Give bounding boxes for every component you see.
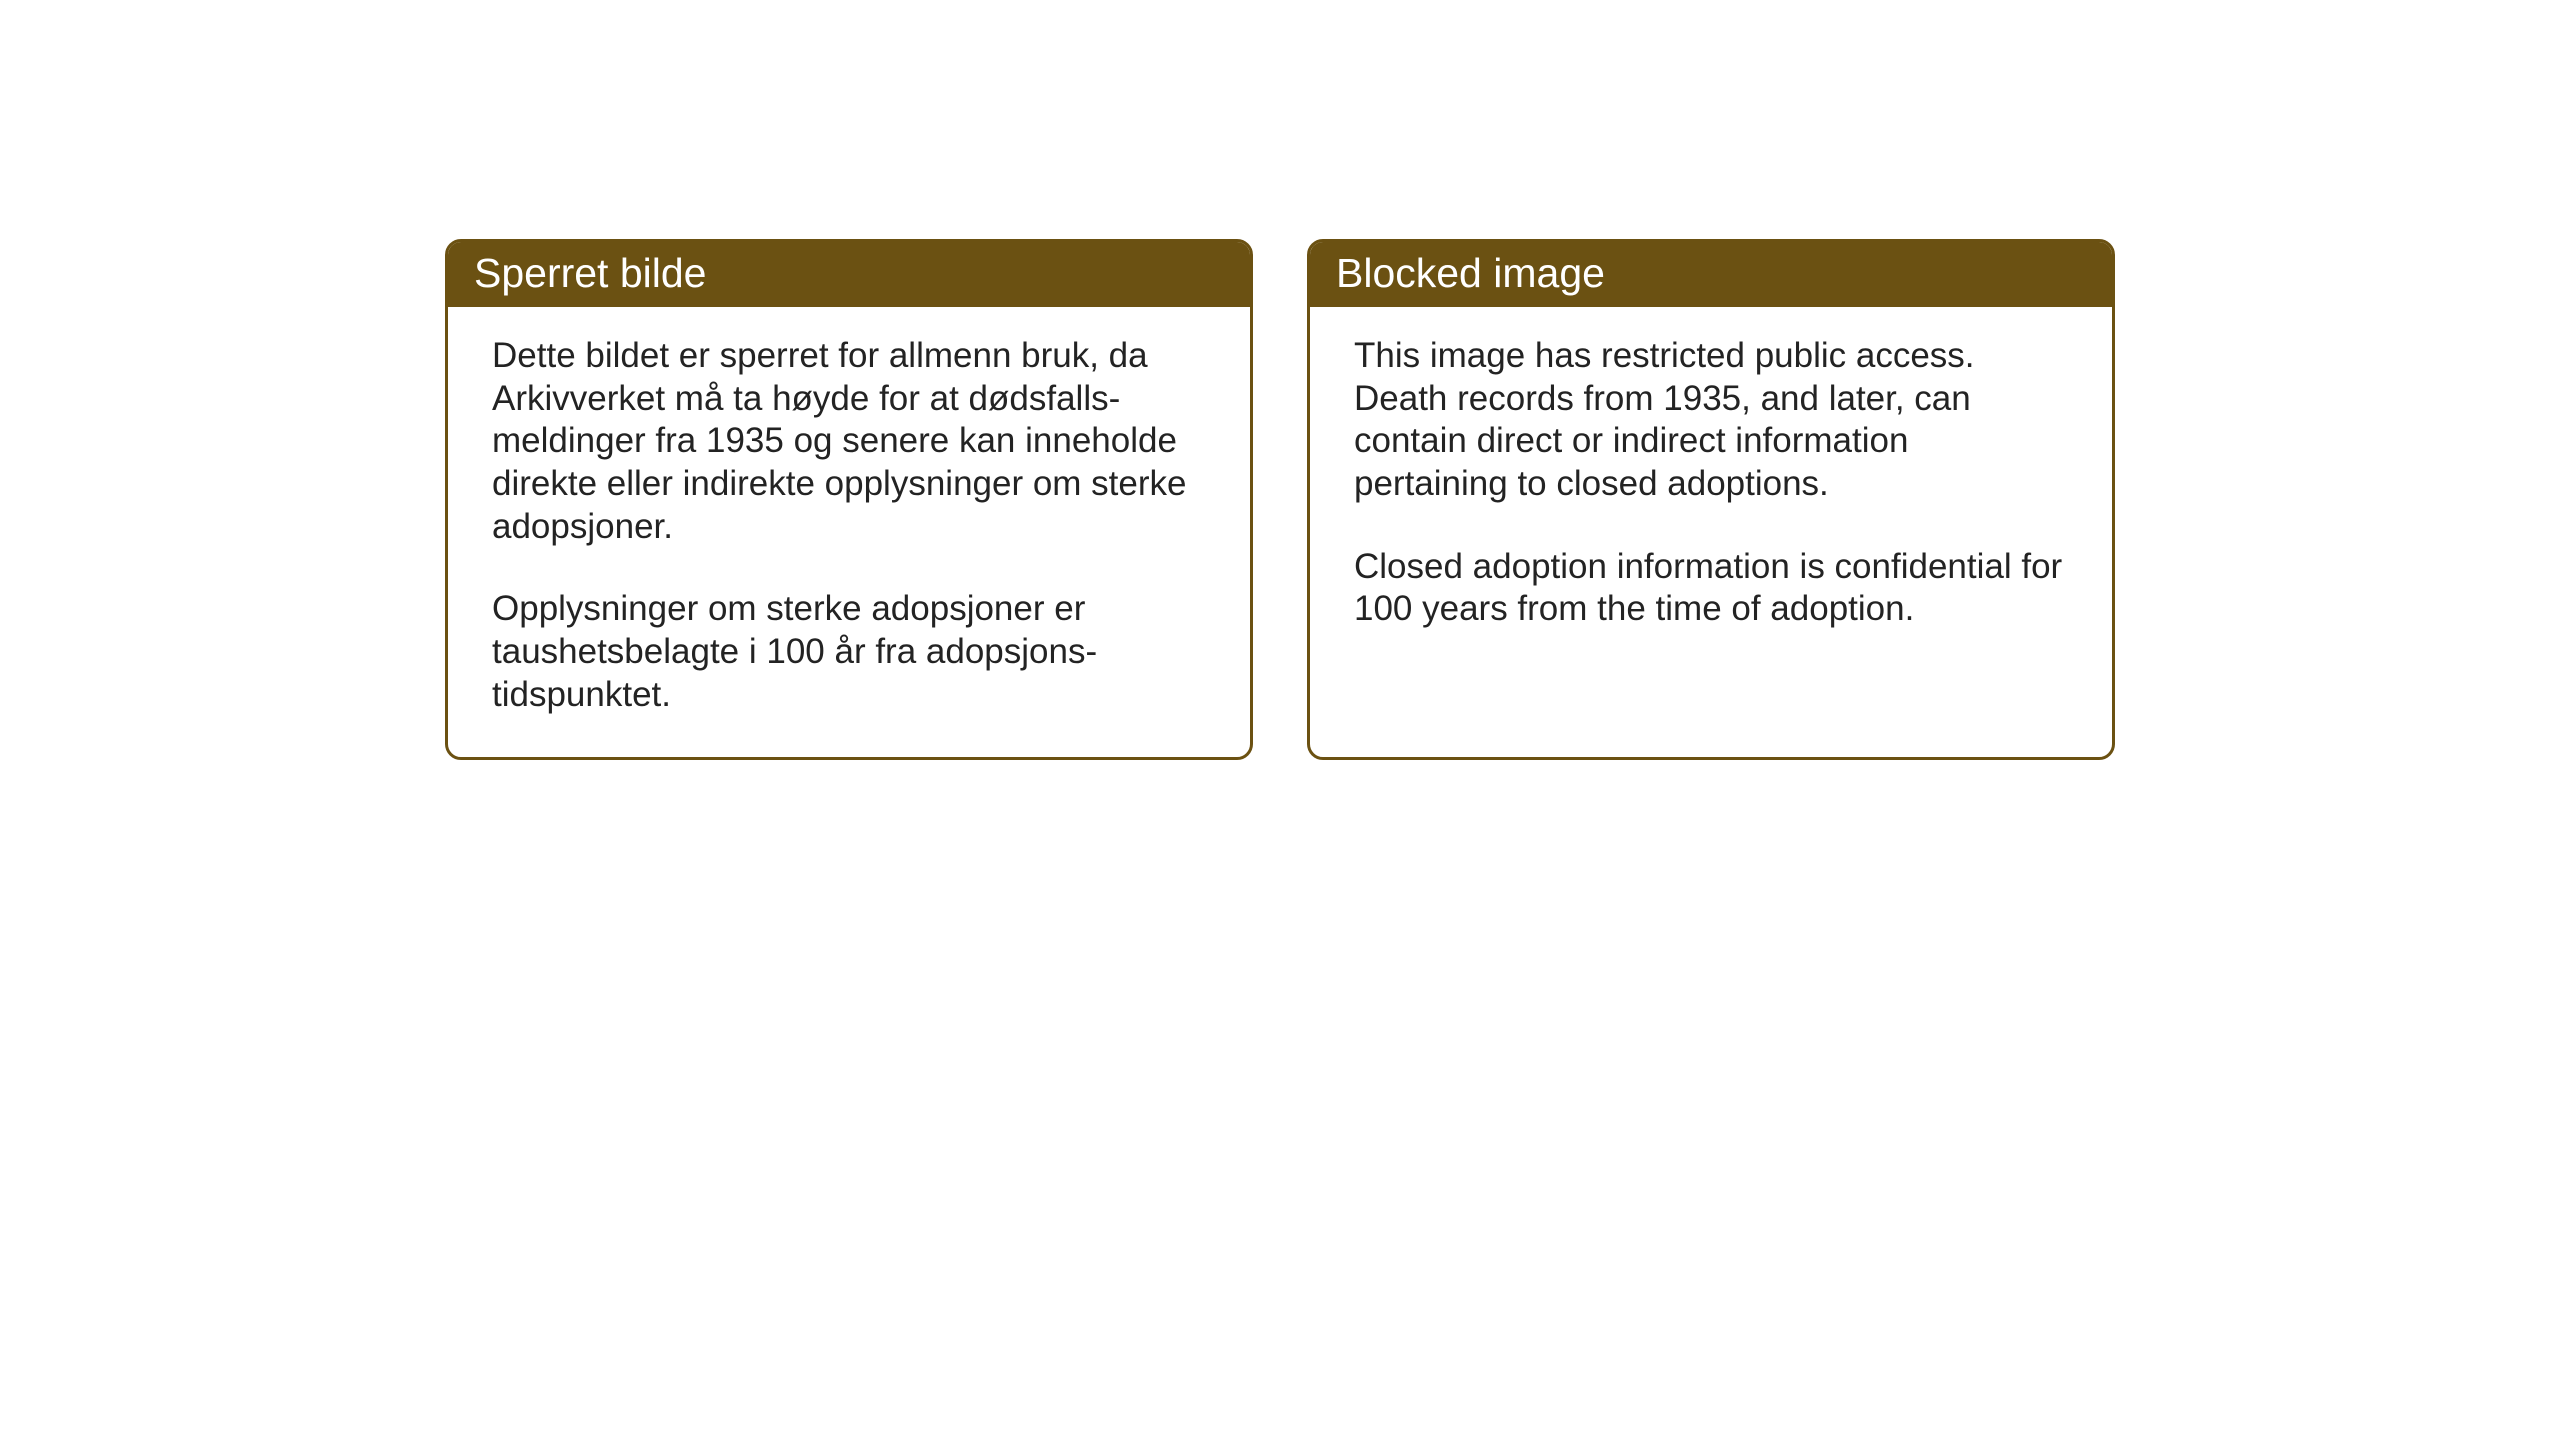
card-paragraph-1-english: This image has restricted public access.… [1354,335,2068,506]
card-header-english: Blocked image [1310,242,2112,307]
card-header-norwegian: Sperret bilde [448,242,1250,307]
cards-container: Sperret bilde Dette bildet er sperret fo… [445,239,2115,760]
card-title-norwegian: Sperret bilde [474,250,706,296]
card-title-english: Blocked image [1336,250,1605,296]
card-body-norwegian: Dette bildet er sperret for allmenn bruk… [448,307,1250,757]
card-paragraph-2-norwegian: Opplysninger om sterke adopsjoner er tau… [492,588,1206,716]
card-paragraph-1-norwegian: Dette bildet er sperret for allmenn bruk… [492,335,1206,548]
blocked-image-card-english: Blocked image This image has restricted … [1307,239,2115,760]
blocked-image-card-norwegian: Sperret bilde Dette bildet er sperret fo… [445,239,1253,760]
card-body-english: This image has restricted public access.… [1310,307,2112,747]
card-paragraph-2-english: Closed adoption information is confident… [1354,546,2068,631]
